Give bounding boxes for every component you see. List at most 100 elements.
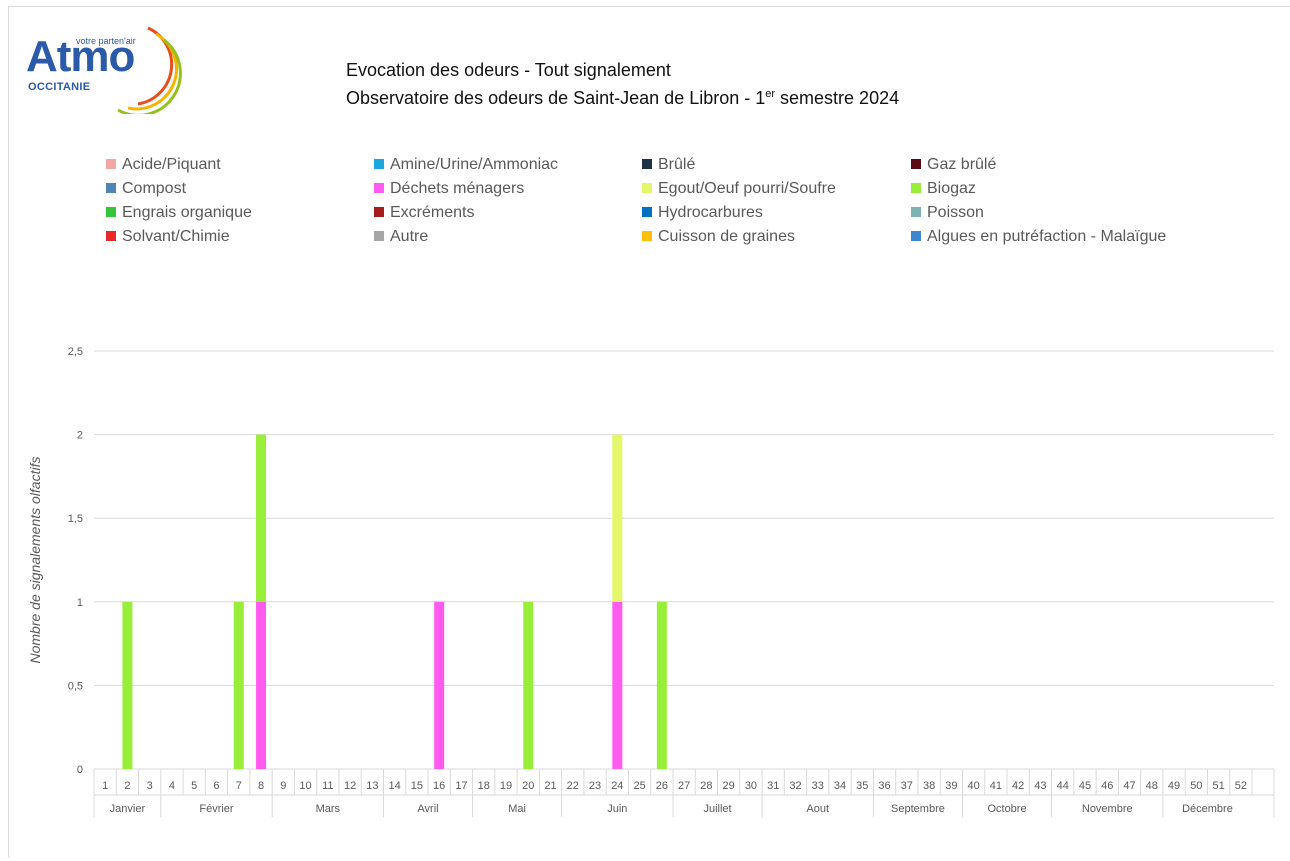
- x-tick-label: 47: [1123, 780, 1135, 792]
- legend-label: Engrais organique: [122, 204, 252, 221]
- legend-label: Excréments: [390, 204, 475, 221]
- x-tick-label: 31: [767, 780, 779, 792]
- month-label: Juillet: [703, 803, 731, 815]
- month-label: Mai: [508, 803, 526, 815]
- legend-label: Compost: [122, 180, 187, 197]
- x-tick-label: 43: [1034, 780, 1046, 792]
- x-tick-label: 17: [455, 780, 467, 792]
- legend-swatch: [106, 231, 116, 241]
- x-tick-label: 15: [411, 780, 423, 792]
- legend-label: Amine/Urine/Ammoniac: [390, 156, 559, 173]
- legend-label: Autre: [390, 228, 429, 245]
- x-tick-label: 41: [990, 780, 1002, 792]
- x-tick-label: 32: [789, 780, 801, 792]
- x-tick-label: 21: [544, 780, 556, 792]
- x-tick-label: 1: [102, 780, 108, 792]
- x-tick-label: 42: [1012, 780, 1024, 792]
- logo-region: OCCITANIE: [28, 81, 91, 93]
- legend-item: Biogaz: [911, 180, 976, 198]
- legend-swatch: [374, 207, 384, 217]
- legend-swatch: [911, 159, 921, 169]
- x-tick-label: 30: [745, 780, 757, 792]
- legend-item: Hydrocarbures: [642, 204, 763, 222]
- legend-swatch: [642, 159, 652, 169]
- x-tick-label: 25: [633, 780, 645, 792]
- bar-segment: [434, 601, 445, 769]
- x-tick-label: 13: [366, 780, 378, 792]
- subtitle-suffix: semestre 2024: [775, 88, 900, 108]
- x-tick-label: 45: [1079, 780, 1091, 792]
- legend-swatch: [374, 159, 384, 169]
- bar-segment: [122, 601, 133, 769]
- legend-label: Brûlé: [658, 156, 696, 173]
- legend-swatch: [911, 207, 921, 217]
- legend-label: Déchets ménagers: [390, 180, 525, 197]
- bar-segment: [523, 601, 534, 769]
- x-tick-label: 12: [344, 780, 356, 792]
- x-tick-label: 49: [1168, 780, 1180, 792]
- legend-item: Autre: [374, 228, 428, 246]
- x-tick-label: 11: [322, 780, 333, 792]
- legend-label: Poisson: [927, 204, 984, 221]
- x-tick-label: 52: [1235, 780, 1247, 792]
- bar-segment: [233, 601, 244, 769]
- logo-tagline: votre parten'air: [76, 36, 136, 46]
- legend-item: Excréments: [374, 204, 474, 222]
- x-tick-label: 26: [656, 780, 668, 792]
- legend-label: Cuisson de graines: [658, 228, 795, 245]
- month-label: Juin: [607, 803, 627, 815]
- x-tick-label: 3: [147, 780, 153, 792]
- x-tick-label: 27: [678, 780, 690, 792]
- x-tick-label: 40: [968, 780, 980, 792]
- x-tick-label: 5: [191, 780, 197, 792]
- x-tick-label: 6: [213, 780, 219, 792]
- legend-label: Gaz brûlé: [927, 156, 997, 173]
- month-label: Aout: [806, 803, 829, 815]
- legend-swatch: [106, 159, 116, 169]
- legend-label: Algues en putréfaction - Malaïgue: [927, 228, 1167, 245]
- month-label: Avril: [417, 803, 438, 815]
- legend-item: Solvant/Chimie: [106, 228, 230, 246]
- x-tick-label: 19: [500, 780, 512, 792]
- bar-segment: [612, 434, 623, 602]
- x-tick-label: 18: [478, 780, 490, 792]
- x-tick-label: 34: [834, 780, 846, 792]
- legend-item: Poisson: [911, 204, 984, 222]
- legend-item: Egout/Oeuf pourri/Soufre: [642, 180, 836, 198]
- x-tick-label: 44: [1057, 780, 1069, 792]
- bar-segment: [256, 601, 267, 769]
- chart-titles: Evocation des odeurs - Tout signalement …: [346, 58, 899, 110]
- x-tick-label: 46: [1101, 780, 1113, 792]
- subtitle-prefix: Observatoire des odeurs de Saint-Jean de…: [346, 88, 766, 108]
- legend-swatch: [374, 183, 384, 193]
- legend-item: Amine/Urine/Ammoniac: [374, 156, 558, 174]
- x-tick-label: 2: [124, 780, 130, 792]
- x-tick-label: 16: [433, 780, 445, 792]
- legend-item: Acide/Piquant: [106, 156, 221, 174]
- x-tick-label: 48: [1146, 780, 1158, 792]
- bar-segment: [656, 601, 667, 769]
- x-tick-label: 29: [723, 780, 735, 792]
- x-tick-label: 23: [589, 780, 601, 792]
- month-label: Janvier: [110, 803, 146, 815]
- chart-title: Evocation des odeurs - Tout signalement: [346, 60, 671, 80]
- legend-item: Engrais organique: [106, 204, 252, 222]
- y-tick-label: 0,5: [68, 680, 83, 692]
- y-tick-label: 1: [77, 597, 83, 609]
- legend-item: Déchets ménagers: [374, 180, 524, 198]
- legend-swatch: [911, 183, 921, 193]
- x-tick-label: 33: [812, 780, 824, 792]
- x-tick-label: 36: [878, 780, 890, 792]
- legend-label: Egout/Oeuf pourri/Soufre: [658, 180, 836, 197]
- x-tick-label: 20: [522, 780, 534, 792]
- bar-segment: [612, 601, 623, 769]
- month-label: Mars: [316, 803, 341, 815]
- month-label: Décembre: [1182, 803, 1233, 815]
- legend-item: Algues en putréfaction - Malaïgue: [911, 228, 1166, 246]
- legend-swatch: [106, 183, 116, 193]
- x-tick-label: 24: [611, 780, 623, 792]
- atmo-logo: votre parten'air Atmo OCCITANIE: [20, 24, 190, 114]
- x-tick-label: 9: [280, 780, 286, 792]
- x-tick-label: 10: [299, 780, 311, 792]
